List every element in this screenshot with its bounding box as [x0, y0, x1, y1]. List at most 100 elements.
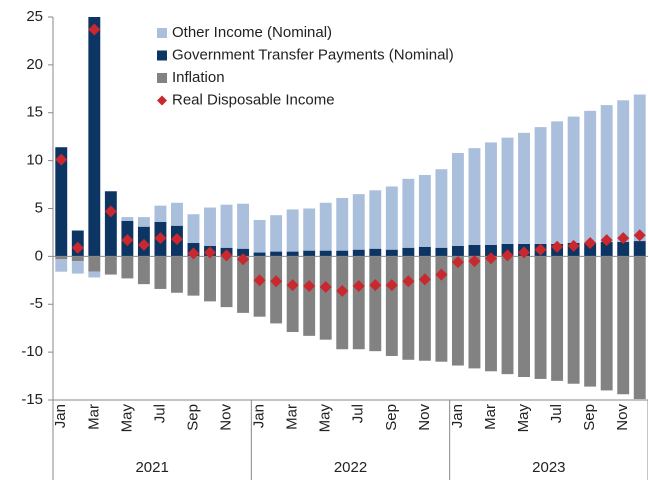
bar: [137, 217, 150, 227]
marker: [518, 246, 531, 259]
bar: [336, 250, 349, 257]
bar: [451, 256, 464, 366]
x-tick-label: Mar: [284, 404, 301, 430]
legend-swatch: [157, 28, 167, 38]
bar: [402, 178, 415, 248]
bar: [88, 271, 101, 278]
x-tick-label: Sep: [184, 404, 201, 431]
x-tick-label: Mar: [85, 404, 102, 430]
marker: [352, 280, 365, 293]
bar: [385, 186, 398, 250]
y-tick-label: -15: [21, 391, 43, 408]
bar: [633, 256, 646, 400]
bar: [121, 217, 134, 221]
marker: [501, 249, 514, 262]
x-tick-label: Jan: [251, 404, 268, 428]
bar: [600, 242, 613, 257]
marker: [71, 241, 84, 254]
bar: [633, 241, 646, 257]
marker: [137, 238, 150, 251]
x-tick-label: May: [515, 404, 532, 433]
bar: [352, 256, 365, 350]
bar: [369, 248, 382, 257]
bar: [319, 256, 332, 340]
bar: [600, 105, 613, 243]
bar: [501, 137, 514, 244]
x-tick-label: Sep: [383, 404, 400, 431]
marker: [303, 280, 316, 293]
marker: [237, 253, 250, 266]
year-label: 2021: [135, 459, 168, 476]
bar: [402, 247, 415, 257]
legend-label: Other Income (Nominal): [172, 24, 332, 41]
bar: [468, 148, 481, 245]
bar: [385, 249, 398, 257]
x-tick-label: Nov: [416, 404, 433, 431]
marker: [600, 234, 613, 247]
marker: [319, 281, 332, 294]
x-tick-label: Jul: [151, 404, 168, 423]
marker: [633, 229, 646, 242]
bar: [600, 256, 613, 391]
bar: [352, 249, 365, 257]
y-tick-label: 15: [26, 104, 43, 121]
x-tick-label: Mar: [482, 404, 499, 430]
bar: [270, 215, 283, 252]
bar: [55, 256, 68, 260]
bar: [485, 256, 497, 372]
bar: [418, 256, 431, 361]
bar: [55, 259, 68, 272]
y-tick-label: -5: [30, 295, 43, 312]
marker: [204, 246, 217, 259]
bar: [501, 256, 514, 375]
year-label: 2022: [334, 459, 367, 476]
bar: [253, 256, 266, 317]
bar: [286, 251, 299, 257]
y-tick-label: 20: [26, 56, 43, 73]
bar: [352, 194, 365, 250]
marker: [402, 275, 415, 288]
bar: [253, 219, 266, 253]
x-tick-label: May: [317, 404, 334, 433]
bar: [303, 250, 316, 257]
y-tick-label: 0: [35, 247, 43, 264]
bar: [435, 256, 448, 362]
y-tick-label: 10: [26, 152, 43, 169]
bar: [71, 261, 84, 274]
bar: [55, 147, 68, 257]
bar: [617, 256, 630, 395]
bar: [286, 256, 299, 333]
bar: [187, 256, 200, 296]
year-label: 2023: [532, 459, 565, 476]
y-tick-label: -10: [21, 343, 43, 360]
legend-label: Real Disposable Income: [172, 91, 335, 108]
bar: [270, 251, 283, 257]
bar: [584, 256, 597, 387]
bar: [253, 252, 266, 257]
bar: [204, 207, 216, 246]
bar: [319, 250, 332, 257]
bar: [220, 256, 233, 308]
bar: [220, 204, 233, 248]
marker: [336, 284, 349, 297]
bar: [303, 256, 316, 336]
x-tick-label: Nov: [614, 404, 631, 431]
bar: [303, 208, 316, 251]
marker: [88, 23, 101, 36]
bar: [551, 256, 564, 381]
x-tick-label: Jul: [548, 404, 565, 423]
bar: [336, 256, 349, 350]
marker: [534, 243, 547, 256]
legend-label: Government Transfer Payments (Nominal): [172, 46, 454, 63]
bar: [369, 256, 382, 352]
bar: [270, 256, 283, 324]
bar: [418, 174, 431, 247]
marker: [121, 234, 134, 247]
marker: [104, 205, 117, 218]
bar: [137, 256, 150, 285]
bar: [468, 256, 481, 369]
bar: [451, 152, 464, 246]
bar: [71, 256, 84, 262]
bar: [369, 190, 382, 249]
